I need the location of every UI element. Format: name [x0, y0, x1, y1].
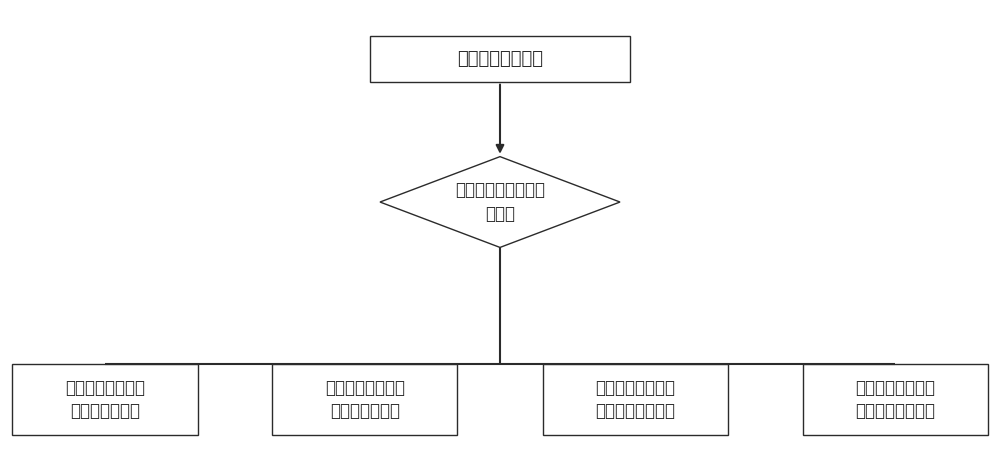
Text: 第二制动器锁止的
混合动力制动模式: 第二制动器锁止的 混合动力制动模式 — [855, 379, 935, 420]
Bar — [12, 364, 198, 435]
Text: 第一制动器锁止的
纵电动制动模式: 第一制动器锁止的 纵电动制动模式 — [325, 379, 405, 420]
Bar — [802, 364, 988, 435]
Text: 判断制动前汽车的工
作模式: 判断制动前汽车的工 作模式 — [455, 181, 545, 223]
Text: 读取汽车制动操作: 读取汽车制动操作 — [457, 50, 543, 68]
Polygon shape — [380, 157, 620, 247]
Bar — [272, 364, 457, 435]
Text: 第一制动器打开的
纵电动制动模式: 第一制动器打开的 纵电动制动模式 — [65, 379, 145, 420]
Text: 第二制动器打开的
混合动力制动模式: 第二制动器打开的 混合动力制动模式 — [595, 379, 675, 420]
Bar — [370, 36, 630, 82]
Bar — [542, 364, 728, 435]
